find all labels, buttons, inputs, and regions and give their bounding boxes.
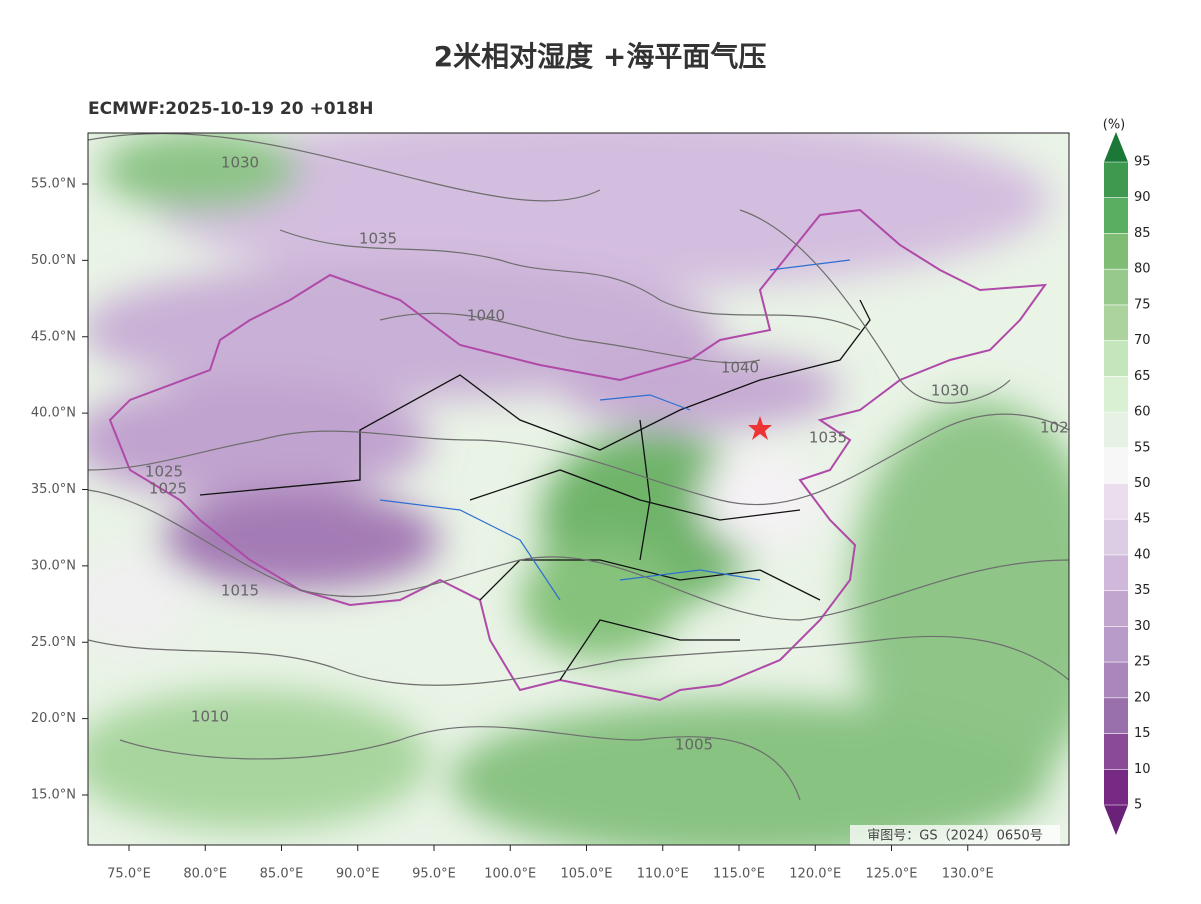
contour-label: 1035 [359,230,397,248]
lon-label: 105.0°E [561,867,613,882]
colorbar-label: 40 [1134,547,1151,562]
contour [88,635,1069,686]
colorbar-label: 70 [1134,333,1151,348]
contour-label: 1010 [191,708,229,726]
colorbar-label: 45 [1134,512,1151,527]
contour [88,489,1069,621]
lon-label: 125.0°E [866,867,918,882]
colorbar-label: 5 [1134,798,1142,813]
colorbar-band [1104,662,1128,698]
contour [739,209,1011,404]
colorbar-label: 15 [1134,726,1151,741]
contour-label: 1005 [675,736,713,754]
contour-label: 1040 [467,307,505,325]
colorbar-label: 35 [1134,583,1151,598]
contour [88,413,1069,505]
lon-label: 100.0°E [484,867,536,882]
humidity-field [88,133,1069,845]
colorbar-band [1104,697,1128,734]
colorbar-label: 80 [1134,262,1151,277]
colorbar-label: 90 [1134,190,1151,205]
colorbar-label: 55 [1134,440,1151,455]
contour-label: 1025 [149,480,187,498]
lon-label: 85.0°E [260,867,304,882]
lat-label: 15.0°N [31,788,76,803]
colorbar-band [1104,304,1128,341]
rivers [379,259,851,601]
contour-label: 1015 [221,582,259,600]
contour [279,229,861,331]
colorbar-band [1104,519,1128,555]
lat-label: 25.0°N [31,635,76,650]
colorbar-band [1104,483,1128,520]
lat-label: 30.0°N [31,558,76,573]
colorbar-label: 25 [1134,655,1151,670]
colorbar-band [1104,554,1128,591]
lat-label: 50.0°N [31,253,76,268]
contour [88,133,601,202]
colorbar-under [1104,805,1128,835]
lon-label: 130.0°E [942,867,994,882]
colorbar-band [1104,447,1128,484]
colorbar-label: 95 [1134,155,1151,170]
lon-label: 120.0°E [789,867,841,882]
colorbar-label: 75 [1134,297,1151,312]
colorbar-band [1104,412,1128,448]
contour-label: 1030 [931,382,969,400]
approval-number: 审图号：GS（2024）0650号 [867,829,1043,844]
lat-label: 35.0°N [31,482,76,497]
colorbar-band [1104,233,1128,270]
colorbar-label: 30 [1134,619,1151,634]
lon-label: 75.0°E [107,867,151,882]
colorbar-label: 85 [1134,226,1151,241]
colorbar-label: 50 [1134,476,1151,491]
subtitle: ECMWF:2025-10-19 20 +018H [88,99,373,119]
title: 2米相对湿度 +海平面气压 [434,40,767,73]
colorbar-band [1104,626,1128,663]
colorbar-over [1104,132,1128,162]
contour-label: 1040 [721,359,759,377]
colorbar-band [1104,162,1128,198]
approval-box [850,825,1060,845]
country-border [108,208,1048,702]
colorbar-label: 60 [1134,405,1151,420]
lon-label: 115.0°E [713,867,765,882]
colorbar-band [1104,340,1128,377]
colorbar-unit: (%) [1103,118,1126,133]
colorbar-band [1104,590,1128,627]
lat-label: 20.0°N [31,711,76,726]
contour-label: 1035 [809,429,847,447]
lon-label: 90.0°E [336,867,380,882]
capital-star [748,416,772,440]
colorbar-label: 10 [1134,762,1151,777]
colorbar-band [1104,769,1128,805]
colorbar-band [1104,376,1128,413]
colorbar-band [1104,197,1128,234]
lat-label: 45.0°N [31,329,76,344]
lat-label: 40.0°N [31,406,76,421]
contour [379,312,761,364]
lon-label: 95.0°E [412,867,456,882]
colorbar-band [1104,733,1128,770]
contour-label: 1030 [221,154,259,172]
lon-label: 110.0°E [637,867,689,882]
map: 1030 1035 1040 1040 1030 1035 1025 1025 … [88,133,1069,845]
lat-label: 55.0°N [31,177,76,192]
colorbar-label: 20 [1134,690,1151,705]
contour-label: 102 [1040,419,1069,437]
contour-label: 1025 [145,463,183,481]
colorbar-band [1104,269,1128,305]
colorbar-label: 65 [1134,369,1151,384]
province-borders [199,299,871,681]
contour [119,726,801,801]
lon-label: 80.0°E [183,867,227,882]
